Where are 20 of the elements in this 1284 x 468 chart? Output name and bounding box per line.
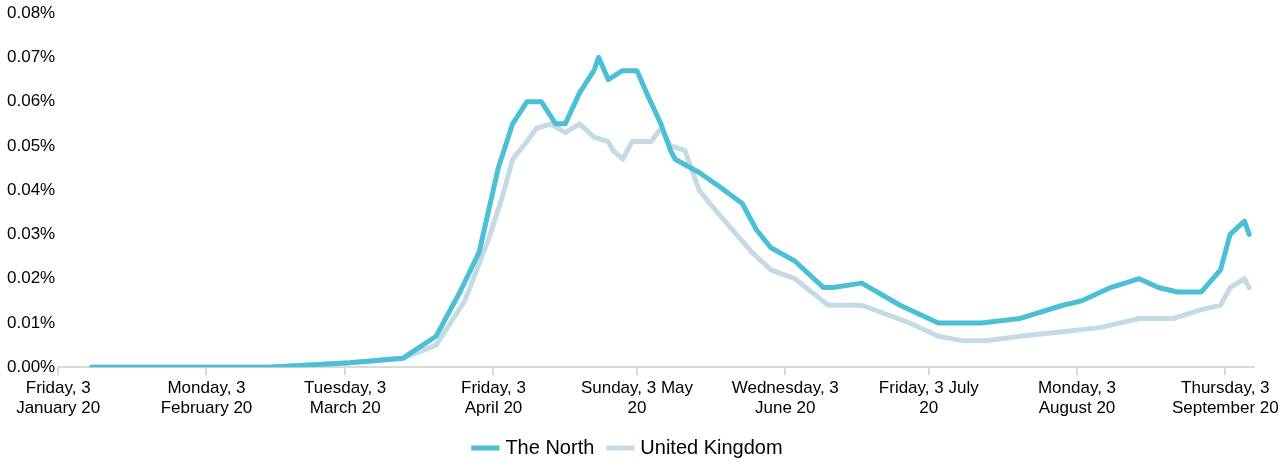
legend-label: United Kingdom bbox=[640, 435, 783, 458]
y-tick-label: 0.00% bbox=[7, 356, 56, 376]
y-tick-label: 0.07% bbox=[7, 47, 56, 67]
x-tick-label: Monday, 3 August 20 bbox=[1037, 378, 1117, 418]
legend-label: The North bbox=[505, 435, 595, 458]
y-tick-label: 0.03% bbox=[7, 224, 56, 244]
x-tick-label: Friday, 3 July 20 bbox=[878, 378, 980, 418]
y-tick-label: 0.01% bbox=[7, 312, 56, 332]
x-tick-label: Monday, 3 February 20 bbox=[160, 378, 253, 418]
x-tick-label: Sunday, 3 May 20 bbox=[580, 378, 694, 418]
x-tick-label: Friday, 3 January 20 bbox=[16, 378, 101, 418]
x-tick-label: Thursday, 3 September 20 bbox=[1171, 378, 1279, 418]
y-tick-label: 0.02% bbox=[7, 268, 56, 288]
y-tick-label: 0.06% bbox=[7, 91, 56, 111]
x-tick-label: Tuesday, 3 March 20 bbox=[304, 378, 387, 418]
y-tick-label: 0.04% bbox=[7, 179, 56, 199]
y-tick-label: 0.05% bbox=[7, 135, 56, 155]
y-tick-label: 0.08% bbox=[7, 2, 56, 22]
x-tick-label: Wednesday, 3 June 20 bbox=[731, 378, 839, 418]
x-tick-label: Friday, 3 April 20 bbox=[461, 378, 526, 418]
